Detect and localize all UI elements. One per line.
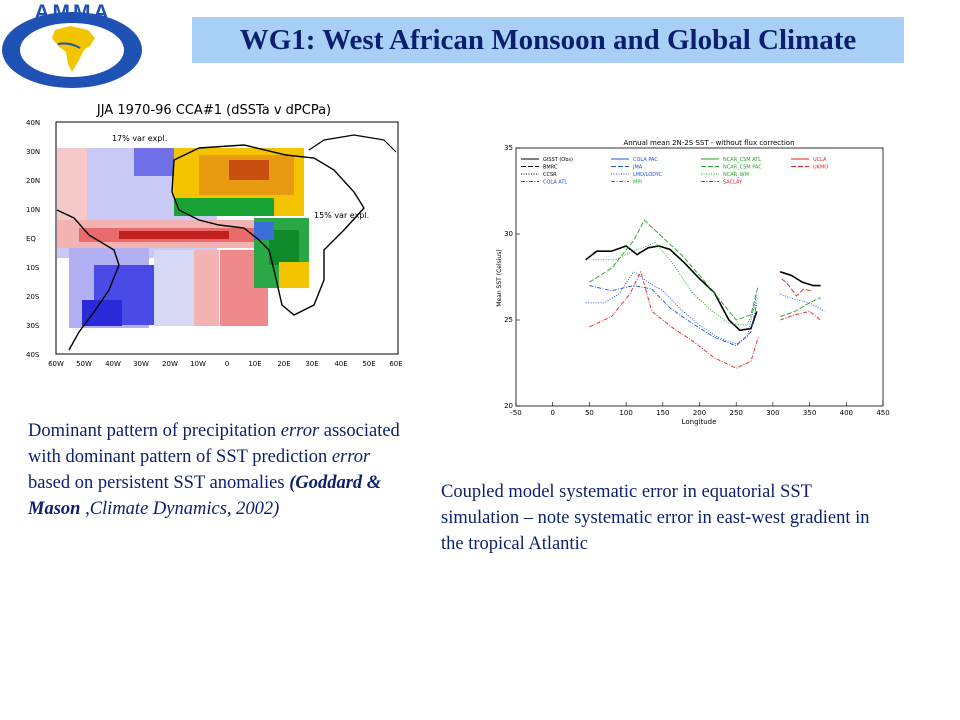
series-line-saclay	[780, 310, 821, 321]
legend-entry: JMA	[632, 165, 643, 171]
legend-entry: LMD/LODYC	[633, 172, 663, 178]
lon-tick-label: 50E	[362, 360, 375, 368]
caption-text: associated with dominant pattern of SST …	[28, 421, 400, 467]
lat-tick-label: EQ	[26, 235, 36, 243]
series-line-mpi	[780, 297, 821, 318]
africa-coastline	[171, 144, 365, 316]
x-tick-label: 450	[876, 409, 889, 417]
y-tick-label: 20	[504, 402, 513, 410]
title-banner: WG1: West African Monsoon and Global Cli…	[192, 17, 904, 63]
lon-tick-label: 0	[225, 360, 229, 368]
lat-tick-label: 20N	[26, 177, 40, 185]
legend-entry: BMRC	[543, 165, 558, 171]
lat-tick-label: 20S	[26, 293, 40, 301]
lon-tick-label: 10W	[190, 360, 206, 368]
series-line-cola-atl	[585, 271, 758, 345]
south-america-coastline	[56, 209, 120, 351]
caption-emphasis: error	[331, 447, 371, 467]
x-tick-label: 50	[585, 409, 594, 417]
x-tick-label: 350	[803, 409, 816, 417]
citation-authors: (Goddard & Mason	[28, 473, 382, 519]
left-caption: Dominant pattern of precipitation error …	[28, 418, 408, 522]
lon-tick-label: 20W	[162, 360, 178, 368]
lon-axis: 60W 50W 40W 30W 20W 10W 0 10E 20E 30E 40…	[48, 360, 403, 368]
lat-axis: 40N 30N 20N 10N EQ 10S 20S 30S 40S	[26, 119, 40, 359]
lon-tick-label: 50W	[76, 360, 92, 368]
var-expl-label-a: 17% var expl.	[112, 134, 167, 143]
x-tick-label: 300	[766, 409, 779, 417]
caption-text: based on persistent SST anomalies	[28, 473, 290, 493]
cca-map-figure: JJA 1970-96 CCA#1 (dSSTa v dPCPa) 17% va…	[26, 103, 403, 368]
x-tick-label: 250	[730, 409, 743, 417]
logo-text: AMMA	[34, 1, 111, 24]
legend-entry: COLA PAC	[633, 157, 658, 163]
legend-entry: MPI	[633, 180, 642, 186]
legend-entry: NCAR_CSM PAC	[723, 165, 762, 171]
x-tick-label: 400	[840, 409, 853, 417]
x-tick-label: 200	[693, 409, 706, 417]
series-line-jma	[589, 285, 758, 347]
y-tick-label: 35	[504, 144, 513, 152]
y-axis-label: Mean SST (Celsius)	[496, 249, 503, 306]
x-tick-label: 0	[550, 409, 554, 417]
x-axis-label: Longitude	[682, 418, 717, 426]
legend-entry: COLA ATL	[543, 180, 567, 186]
lon-tick-label: 40W	[105, 360, 121, 368]
var-expl-label-b: 15% var expl.	[314, 211, 369, 220]
lon-tick-label: 60E	[389, 360, 402, 368]
legend-entry: UKMO	[813, 165, 828, 171]
lon-tick-label: 30E	[305, 360, 318, 368]
x-tick-label: -50	[510, 409, 521, 417]
lon-tick-label: 30W	[133, 360, 149, 368]
lat-tick-label: 30S	[26, 322, 40, 330]
map-title: JJA 1970-96 CCA#1 (dSSTa v dPCPa)	[96, 103, 331, 118]
lon-tick-label: 20E	[277, 360, 290, 368]
x-tick-label: 150	[656, 409, 669, 417]
legend-entry: NCAR_CSM ATL	[723, 157, 761, 163]
x-tick-label: 100	[619, 409, 632, 417]
series-line-mpi	[589, 219, 759, 321]
sst-line-chart: Annual mean 2N-2S SST - without flux cor…	[496, 139, 890, 426]
lat-tick-label: 30N	[26, 148, 40, 156]
page-title: WG1: West African Monsoon and Global Cli…	[239, 23, 857, 56]
legend-entry: GISST (Obs)	[543, 157, 573, 163]
lat-tick-label: 10S	[26, 264, 40, 272]
series-line-ukmo	[781, 278, 812, 297]
citation-journal: ,Climate Dynamics, 2002)	[80, 499, 280, 519]
plot-area	[515, 147, 884, 407]
legend-entry: SACLAY	[723, 180, 743, 186]
lon-tick-label: 60W	[48, 360, 64, 368]
lat-tick-label: 40S	[26, 351, 40, 359]
caption-emphasis: error	[280, 421, 320, 441]
y-tick-label: 30	[504, 230, 513, 238]
right-caption: Coupled model systematic error in equato…	[441, 482, 870, 554]
amma-logo: AMMA	[2, 1, 142, 88]
series-line-gisst-obs-	[779, 271, 821, 287]
legend-entry: UCLA	[813, 157, 827, 163]
y-tick-label: 25	[504, 316, 513, 324]
series-line-cola-atl	[780, 293, 825, 312]
legend-entry: CCSR	[543, 172, 557, 178]
series-line-saclay	[589, 270, 759, 369]
africa-icon	[52, 26, 95, 72]
lon-tick-label: 10E	[248, 360, 261, 368]
caption-text: Dominant pattern of precipitation	[28, 421, 281, 441]
lon-tick-label: 40E	[334, 360, 347, 368]
series-line-ncar-csm-atl	[593, 242, 759, 326]
legend-entry: NCAR_WM	[723, 172, 749, 178]
lat-tick-label: 40N	[26, 119, 40, 127]
lat-tick-label: 10N	[26, 206, 40, 214]
chart-title: Annual mean 2N-2S SST - without flux cor…	[623, 139, 794, 147]
series-line-gisst-obs-	[585, 245, 758, 332]
